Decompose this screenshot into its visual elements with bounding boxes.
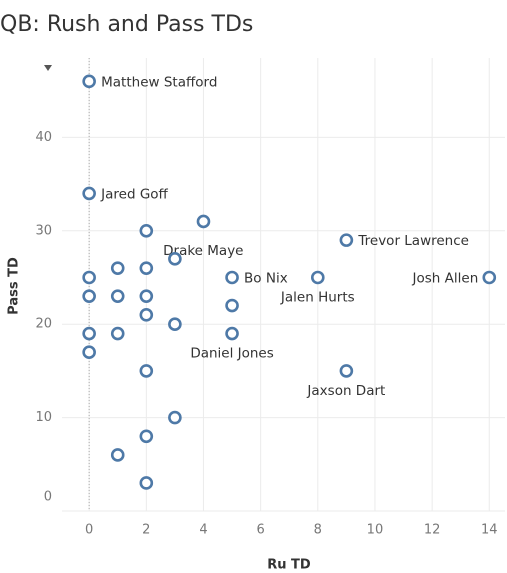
dropdown-icon[interactable] — [44, 65, 52, 71]
y-tick-label: 20 — [35, 317, 52, 332]
point-label: Jaxson Dart — [306, 383, 385, 399]
x-tick-label: 2 — [142, 523, 150, 538]
y-tick-label: 40 — [35, 130, 52, 145]
point-label: Trevor Lawrence — [357, 233, 469, 249]
point — [82, 326, 96, 341]
x-tick-label: 8 — [314, 523, 322, 538]
x-tick-label: 10 — [367, 523, 384, 538]
point-label: Matthew Stafford — [101, 74, 217, 90]
y-axis-label: Pass TD — [7, 257, 22, 315]
point — [225, 326, 239, 341]
point — [482, 270, 497, 285]
point — [139, 429, 154, 444]
point — [110, 289, 125, 303]
point — [82, 186, 96, 201]
point-label: Bo Nix — [244, 270, 288, 286]
point — [139, 364, 154, 378]
point — [139, 223, 154, 238]
point — [310, 270, 325, 285]
x-tick-label: 4 — [199, 523, 207, 538]
point — [110, 261, 125, 275]
point-label: Jalen Hurts — [280, 289, 355, 305]
point — [168, 410, 182, 425]
x-tick-label: 6 — [256, 523, 264, 538]
point-label: Josh Allen — [412, 270, 479, 286]
point — [139, 289, 154, 303]
point — [225, 298, 239, 313]
point — [139, 476, 154, 490]
x-tick-label: 14 — [481, 523, 498, 538]
y-tick-label: 10 — [35, 410, 52, 425]
point — [110, 326, 125, 341]
point — [82, 74, 96, 89]
point — [139, 261, 154, 275]
x-tick-label: 0 — [85, 523, 93, 538]
point-label: Drake Maye — [163, 243, 243, 259]
point — [339, 364, 354, 378]
point — [82, 289, 96, 303]
y-tick-label: 30 — [35, 223, 52, 238]
x-axis-label: Ru TD — [267, 558, 311, 573]
point — [168, 252, 182, 266]
x-tick-label: 12 — [424, 523, 441, 538]
point — [225, 270, 239, 285]
point — [82, 345, 96, 360]
chart-title: QB: Rush and Pass TDs — [0, 12, 253, 37]
y-tick-label: 0 — [44, 490, 52, 505]
point — [110, 448, 125, 462]
point-label: Daniel Jones — [190, 346, 273, 362]
point — [82, 270, 96, 285]
point — [339, 233, 354, 247]
point — [196, 214, 211, 229]
point — [168, 317, 182, 331]
point-label: Jared Goff — [100, 186, 168, 202]
point — [139, 308, 154, 322]
